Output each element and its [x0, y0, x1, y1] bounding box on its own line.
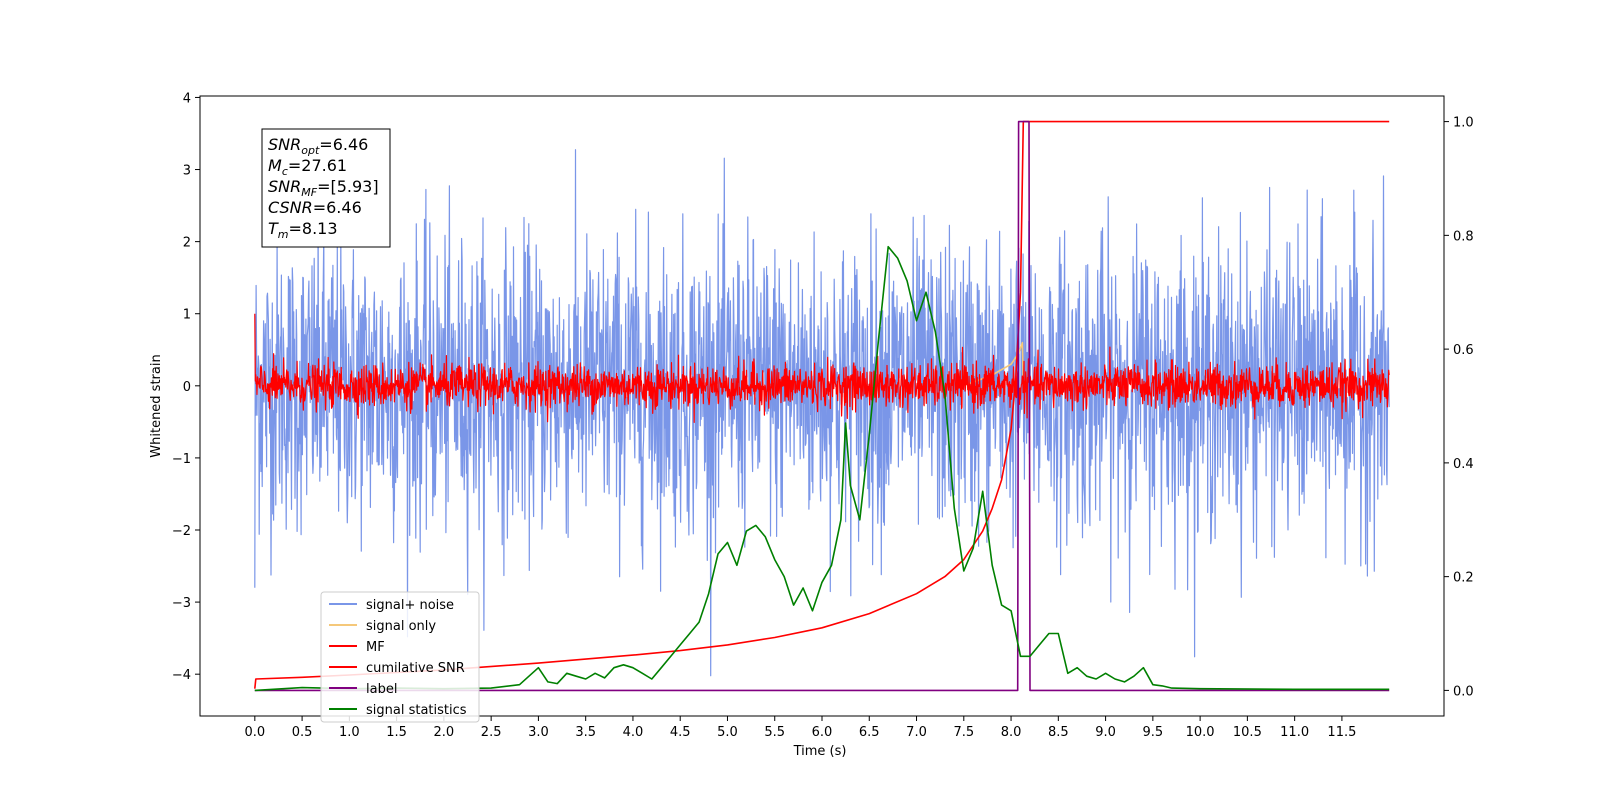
y2-tick-label: 1.0 [1453, 116, 1474, 131]
legend: signal+ noise signal only MF cumilative SNR… [320, 591, 480, 723]
axes-ticks: 0.0 0.5 1.0 1.5 2.0 2.5 3.0 3.5 4.0 4.5 5.0 5.5 6.0 6… [172, 91, 1474, 740]
legend-frame [320, 591, 480, 723]
legend-label-signal-noise: signal+ noise [366, 598, 454, 613]
y-tick-label: −2 [172, 524, 191, 539]
y2-tick-label: 0.8 [1453, 229, 1474, 244]
y2-tick-label: 0.6 [1453, 343, 1474, 358]
x-tick-label: 2.5 [481, 725, 502, 740]
x-tick-label: 9.0 [1095, 725, 1116, 740]
x-tick-label: 10.0 [1186, 725, 1215, 740]
series-line-label [254, 120, 1390, 692]
y-tick-label: −4 [172, 668, 191, 683]
x-axis-label: Time (s) [793, 744, 847, 759]
y-tick-label: 4 [183, 91, 191, 106]
y2-tick-label: 0.2 [1453, 571, 1474, 586]
x-tick-label: 0.0 [244, 725, 265, 740]
y-tick-label: 0 [183, 380, 191, 395]
annotation-line: Tm=8.13 [268, 219, 338, 241]
x-tick-label: 7.0 [906, 725, 927, 740]
annotation-line: SNRopt=6.46 [268, 135, 368, 157]
x-tick-label: 9.5 [1143, 725, 1164, 740]
legend-label-signal-only: signal only [366, 619, 436, 634]
stats-annotation-box: SNRopt=6.46Mc=27.61SNRMF=[5.93]CSNR=6.46… [261, 128, 391, 248]
legend-label-mf: MF [366, 640, 385, 655]
x-tick-label: 8.5 [1048, 725, 1069, 740]
x-tick-label: 11.5 [1327, 725, 1356, 740]
y-tick-label: −3 [172, 596, 191, 611]
series-line-signal-noise [254, 149, 1390, 677]
y-axis-label: Whitened strain [149, 354, 164, 457]
y-tick-label: 3 [183, 164, 191, 179]
series-line-mf [254, 313, 1390, 423]
legend-label-label: label [366, 682, 397, 697]
series-line-signal-statistics [254, 245, 1390, 692]
x-tick-label: 1.0 [339, 725, 360, 740]
y-tick-label: 2 [183, 236, 191, 251]
y2-tick-label: 0.0 [1453, 684, 1474, 699]
x-tick-label: 3.5 [575, 725, 596, 740]
x-tick-label: 4.0 [623, 725, 644, 740]
y-tick-label: −1 [172, 452, 191, 467]
y2-tick-label: 0.4 [1453, 457, 1474, 472]
x-tick-label: 8.0 [1001, 725, 1022, 740]
x-tick-label: 7.5 [953, 725, 974, 740]
x-tick-label: 10.5 [1233, 725, 1262, 740]
x-tick-label: 3.0 [528, 725, 549, 740]
annotation-line: CSNR=6.46 [268, 198, 362, 217]
y-tick-label: 1 [183, 308, 191, 323]
x-tick-label: 2.0 [434, 725, 455, 740]
annotation-line: Mc=27.61 [268, 156, 347, 178]
x-tick-label: 11.0 [1280, 725, 1309, 740]
x-tick-label: 4.5 [670, 725, 691, 740]
x-tick-label: 5.5 [764, 725, 785, 740]
annotation-frame [261, 128, 391, 248]
x-tick-label: 6.5 [859, 725, 880, 740]
x-tick-label: 6.0 [812, 725, 833, 740]
x-tick-label: 1.5 [386, 725, 407, 740]
legend-label-signal-statistics: signal statistics [366, 703, 467, 718]
x-tick-label: 5.0 [717, 725, 738, 740]
annotation-line: SNRMF=[5.93] [268, 177, 379, 199]
legend-label-cumilative-snr: cumilative SNR [366, 661, 465, 676]
x-tick-label: 0.5 [292, 725, 313, 740]
